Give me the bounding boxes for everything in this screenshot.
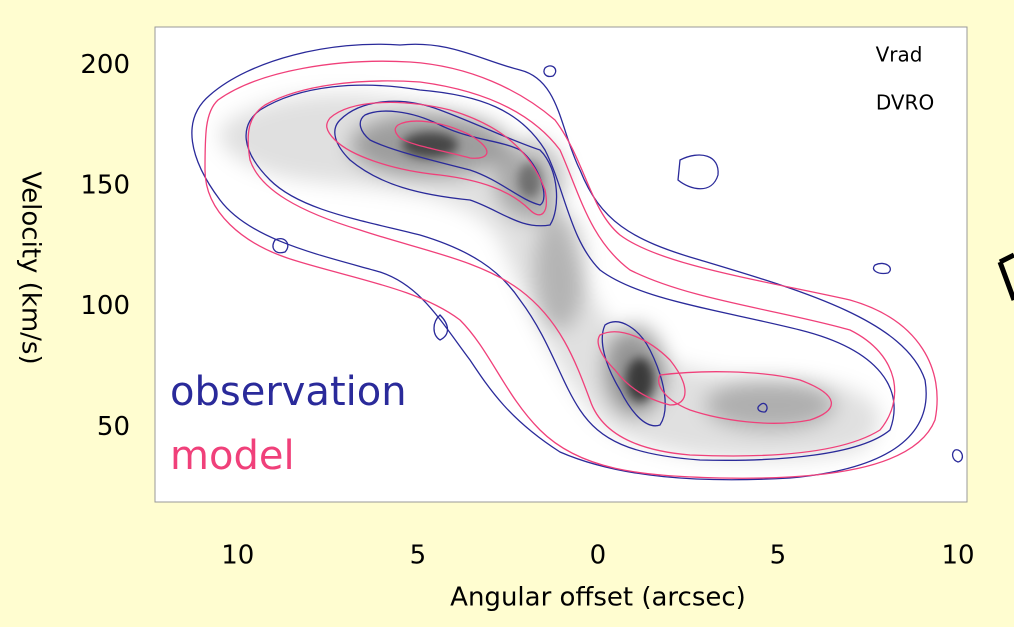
model-contours bbox=[204, 60, 938, 479]
y-tick-label: 200 bbox=[80, 50, 130, 80]
annotation: Vrad bbox=[876, 43, 923, 67]
x-tick-label: 10 bbox=[941, 541, 974, 571]
observation-contours bbox=[191, 43, 964, 481]
y-tick-label: 100 bbox=[80, 291, 130, 321]
x-tick-label: 0 bbox=[590, 541, 607, 571]
legend-entry: observation bbox=[170, 369, 407, 415]
x-axis-label: Angular offset (arcsec) bbox=[450, 583, 746, 613]
x-tick-label: 10 bbox=[221, 541, 254, 571]
y-axis-label: Velocity (km/s) bbox=[16, 171, 46, 364]
x-tick-label: 5 bbox=[410, 541, 427, 571]
y-tick-label: 50 bbox=[97, 412, 130, 442]
arrow-fragment bbox=[997, 252, 1014, 301]
y-tick-label: 150 bbox=[80, 171, 130, 201]
x-tick-label: 5 bbox=[770, 541, 787, 571]
legend-entry: model bbox=[170, 433, 295, 479]
emission-map bbox=[191, 43, 964, 481]
annotation: DVRO bbox=[876, 91, 934, 115]
